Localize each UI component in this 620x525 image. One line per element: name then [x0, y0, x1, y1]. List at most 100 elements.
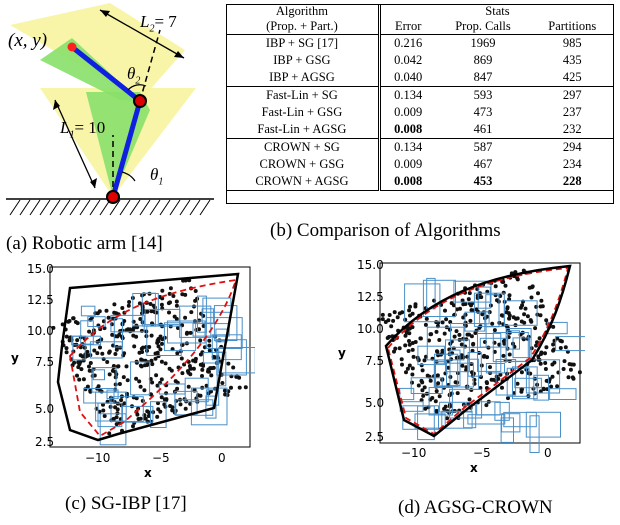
scatter-point — [417, 384, 421, 388]
scatter-point — [138, 317, 142, 321]
scatter-point — [469, 388, 473, 392]
scatter-point — [578, 370, 582, 374]
row-algorithm: CROWN + AGSG — [226, 173, 379, 191]
scatter-point — [175, 300, 179, 304]
scatter-point — [168, 300, 172, 304]
scatter-point — [139, 364, 143, 368]
scatter-point — [108, 372, 112, 376]
end-effector-label: (x, y) — [8, 30, 47, 52]
table-row: IBP + GSG 0.042 869 435 — [226, 52, 614, 69]
scatter-point — [150, 362, 154, 366]
table-row: IBP + SG [17] 0.216 1969 985 — [226, 35, 614, 53]
scatter-point — [454, 380, 458, 384]
scatter-point — [461, 302, 465, 306]
table-row: CROWN + AGSG 0.008 453 228 — [226, 173, 614, 191]
scatter-point — [572, 377, 576, 381]
scatter-point — [470, 308, 474, 312]
row-error: 0.008 — [379, 173, 435, 191]
scatter-point — [154, 357, 158, 361]
scatter-point — [567, 375, 571, 379]
scatter-point — [407, 339, 411, 343]
scatter-point — [400, 310, 404, 314]
scatter-point — [400, 357, 404, 361]
scatter-point — [551, 349, 555, 353]
y-tick: 12.5 — [27, 293, 54, 307]
scatter-point — [161, 337, 165, 341]
scatter-point — [469, 362, 473, 366]
scatter-point — [562, 367, 566, 371]
scatter-point — [118, 382, 122, 386]
scatter-point — [539, 352, 543, 356]
scatter-point — [468, 397, 472, 401]
scatter-point — [522, 312, 526, 316]
x-tick: 0 — [544, 446, 552, 460]
scatter-point — [226, 362, 230, 366]
scatter-point — [101, 409, 105, 413]
scatter-point — [435, 389, 439, 393]
scatter-point — [179, 402, 183, 406]
y-tick: 10.0 — [27, 324, 54, 338]
scatter-point — [441, 349, 445, 353]
scatter-point — [538, 336, 542, 340]
scatter-point — [381, 313, 385, 317]
scatter-point — [112, 302, 116, 306]
scatter-point — [92, 349, 96, 353]
scatter-point — [384, 320, 388, 324]
scatter-point — [418, 336, 422, 340]
scatter-point — [508, 293, 512, 297]
scatter-point — [410, 373, 414, 377]
scatter-point — [551, 343, 555, 347]
scatter-point — [534, 305, 538, 309]
scatter-point — [539, 313, 543, 317]
scatter-point — [465, 355, 469, 359]
scatter-point — [95, 351, 99, 355]
scatter-point — [183, 316, 187, 320]
scatter-point — [65, 350, 69, 354]
scatter-point — [88, 369, 92, 373]
scatter-point — [493, 328, 497, 332]
row-calls: 461 — [436, 121, 531, 139]
row-error: 0.042 — [379, 52, 435, 69]
scatter-point — [388, 313, 392, 317]
scatter-point — [423, 358, 427, 362]
scatter-point — [244, 385, 248, 389]
scatter-point — [508, 314, 512, 318]
scatter-point — [551, 325, 555, 329]
scatter-point — [143, 363, 147, 367]
scatter-point — [429, 332, 433, 336]
scatter-point — [495, 375, 499, 379]
row-partitions: 232 — [530, 121, 614, 139]
scatter-point — [168, 404, 172, 408]
scatter-point — [533, 326, 537, 330]
caption-c: (c) SG-IBP [17] — [65, 493, 187, 515]
scatter-point — [505, 307, 509, 311]
scatter-point — [391, 319, 395, 323]
row-algorithm: Fast-Lin + SG — [226, 87, 379, 105]
scatter-point — [408, 327, 412, 331]
scatter-point — [238, 386, 242, 390]
scatter-point — [160, 303, 164, 307]
scatter-point — [168, 367, 172, 371]
scatter-point — [164, 361, 168, 365]
scatter-point — [107, 431, 111, 435]
scatter-point — [377, 318, 381, 322]
row-error: 0.134 — [379, 139, 435, 157]
scatter-point — [505, 324, 509, 328]
y-tick: 2.5 — [365, 430, 384, 444]
scatter-point — [552, 361, 556, 365]
scatter-point — [210, 366, 214, 370]
scatter-point — [155, 415, 159, 419]
scatter-point — [200, 368, 204, 372]
scatter-point — [126, 378, 130, 382]
row-calls: 587 — [436, 139, 531, 157]
scatter-point — [223, 389, 227, 393]
scatter-point — [77, 378, 81, 382]
x-tick: −5 — [473, 446, 491, 460]
scatter-point — [464, 337, 468, 341]
scatter-point — [98, 346, 102, 350]
scatter-point — [530, 346, 534, 350]
scatter-point — [482, 354, 486, 358]
row-error: 0.040 — [379, 69, 435, 87]
scatter-point — [519, 306, 523, 310]
scatter-point — [171, 294, 175, 298]
